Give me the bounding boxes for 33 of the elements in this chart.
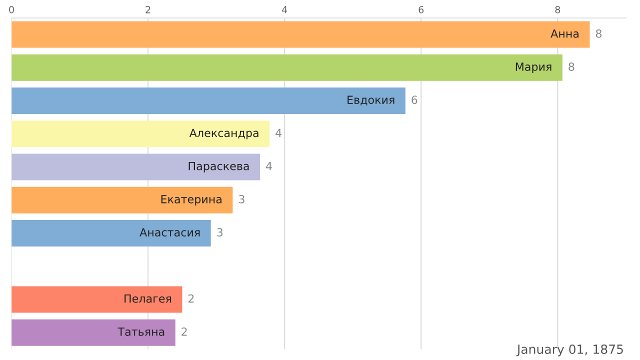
data-label: 6 xyxy=(412,96,418,104)
y-tick-label: Анна xyxy=(550,30,578,38)
bar xyxy=(12,21,590,48)
bar xyxy=(12,88,406,114)
data-label: 8 xyxy=(596,29,602,38)
x-tick-label: 6 xyxy=(418,6,424,14)
x-tick-label: 4 xyxy=(282,6,288,14)
bar xyxy=(12,120,270,148)
x-tick-label: 0 xyxy=(9,6,14,14)
annotation: January 01, 1875 xyxy=(516,344,623,356)
data-label: 2 xyxy=(182,327,187,336)
x-tick-label: 2 xyxy=(146,6,150,14)
y-tick-label: Параскева xyxy=(188,162,249,172)
bar xyxy=(12,154,260,180)
data-label: 2 xyxy=(188,294,194,303)
y-tick-label: Евдокия xyxy=(348,96,394,106)
y-tick-label: Александра xyxy=(189,128,258,140)
y-tick-label: Мария xyxy=(516,62,552,74)
bar xyxy=(12,186,233,214)
bar xyxy=(12,220,211,247)
y-tick-label: Екатерина xyxy=(161,195,222,206)
data-label: 3 xyxy=(217,228,222,237)
data-label: 4 xyxy=(276,128,282,137)
bar xyxy=(12,286,182,313)
data-label: 8 xyxy=(568,62,574,71)
y-tick-label: Татьяна xyxy=(118,328,164,336)
bar xyxy=(12,319,176,346)
y-tick-label: Пелагея xyxy=(124,294,171,303)
y-tick-label: Анастасия xyxy=(140,228,200,237)
bar xyxy=(12,54,562,81)
data-label: 3 xyxy=(239,194,244,204)
x-tick-label: 8 xyxy=(555,6,560,14)
data-label: 4 xyxy=(266,162,272,170)
